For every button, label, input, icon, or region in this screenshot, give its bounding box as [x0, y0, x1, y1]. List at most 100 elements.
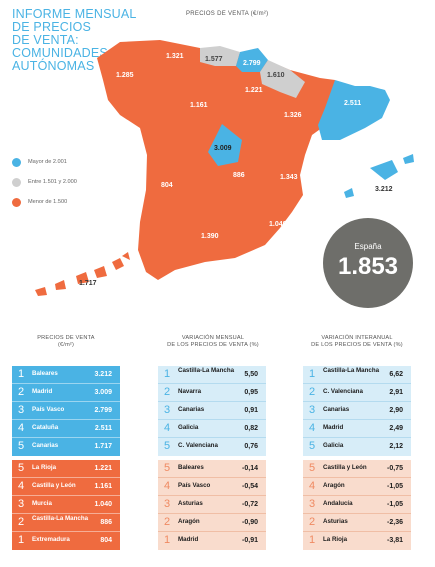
column-title-line: VARIACIÓN INTERANUAL	[321, 335, 393, 341]
region-name: Murcia	[32, 500, 52, 507]
region-name: Castilla-La Mancha	[323, 367, 380, 374]
region-name: La Rioja	[32, 464, 57, 471]
label-cataluna: 2.511	[344, 100, 361, 107]
region-pais-vasco	[236, 48, 268, 72]
legend-item-high: Mayor de 2.001	[12, 152, 77, 172]
label-castilla-leon: 1.161	[190, 102, 208, 109]
region-value: -3,81	[387, 537, 403, 544]
region-name: Canarias	[32, 442, 59, 449]
ranking-row: 1 Castilla-La Mancha 6,62	[303, 366, 411, 384]
rank-number: 2	[309, 516, 316, 528]
region-value: -0,54	[242, 483, 258, 490]
region-name: Madrid	[178, 536, 199, 543]
region-value: 886	[100, 519, 112, 526]
panel-mensual-bottom: 5 Baleares -0,14 4 País Vasco -0,54 3 Asturias -…	[158, 460, 266, 550]
label-navarra: 1.610	[267, 72, 285, 79]
region-value: 1.221	[94, 465, 112, 472]
rank-number: 5	[309, 440, 316, 452]
region-value: 0,91	[244, 407, 258, 414]
rank-number: 5	[309, 462, 316, 474]
legend-dot-mid	[12, 177, 21, 187]
ranking-row: 5 Canarias 1.717	[12, 438, 120, 456]
rank-number: 3	[309, 404, 316, 416]
ranking-row: 3 Canarias 2,90	[303, 402, 411, 420]
region-value: 3.212	[94, 371, 112, 378]
region-value: 0,76	[244, 443, 258, 450]
legend-label: Entre 1.501 y 2.000	[28, 179, 77, 185]
rank-number: 3	[164, 404, 171, 416]
ranking-row: 5 C. Valenciana 0,76	[158, 438, 266, 456]
region-name: Galicia	[323, 442, 344, 449]
region-name: Castilla y León	[32, 482, 76, 489]
legend-item-low: Menor de 1.500	[12, 192, 77, 212]
label-castilla-la-mancha: 886	[233, 172, 245, 179]
spain-average-badge: España 1.853	[323, 218, 413, 308]
rank-number: 4	[18, 422, 25, 434]
region-value: -0,91	[242, 537, 258, 544]
label-galicia: 1.285	[116, 72, 134, 79]
region-cataluna	[318, 80, 390, 140]
ranking-row: 1 Castilla-La Mancha 5,50	[158, 366, 266, 384]
ranking-row: 1 Madrid -0,91	[158, 532, 266, 550]
region-cantabria	[200, 46, 240, 66]
region-value: 3.009	[94, 389, 112, 396]
rank-number: 3	[164, 498, 171, 510]
region-name: Asturias	[323, 518, 348, 525]
region-name: Cataluña	[32, 424, 59, 431]
region-value: 2.511	[94, 425, 112, 432]
rank-number: 2	[309, 386, 316, 398]
region-value: -1,05	[387, 501, 403, 508]
rank-number: 5	[164, 440, 171, 452]
rank-number: 3	[18, 404, 25, 416]
column-title-line: DE LOS PRECIOS DE VENTA (%)	[311, 342, 403, 348]
region-name: País Vasco	[178, 482, 211, 489]
panel-interanual-bottom: 5 Castilla y León -0,75 4 Aragón -1,05 3 Andalu…	[303, 460, 411, 550]
label-pais-vasco: 2.799	[243, 60, 261, 67]
panel-interanual-top: 1 Castilla-La Mancha 6,62 2 C. Valenciana 2,9…	[303, 366, 411, 456]
column-title-precios: PRECIOS DE VENTA (€/m²)	[12, 335, 120, 349]
region-name: Aragón	[323, 482, 345, 489]
region-value: 2.799	[94, 407, 112, 414]
panel-mensual-top: 1 Castilla-La Mancha 5,50 2 Navarra 0,95 3 Cana…	[158, 366, 266, 456]
region-value: 804	[100, 537, 112, 544]
region-value: 0,95	[244, 389, 258, 396]
label-baleares: 3.212	[375, 186, 393, 193]
ranking-row: 2 C. Valenciana 2,91	[303, 384, 411, 402]
spain-map: 1.285 1.321 1.577 2.799 1.610 1.221 1.16…	[35, 40, 414, 296]
ranking-row: 2 Asturias -2,36	[303, 514, 411, 532]
ranking-row: 4 País Vasco -0,54	[158, 478, 266, 496]
region-name: País Vasco	[32, 406, 65, 413]
region-name: Baleares	[32, 370, 58, 377]
rank-number: 4	[18, 480, 25, 492]
region-name: C. Valenciana	[178, 442, 218, 449]
ranking-row: 3 Asturias -0,72	[158, 496, 266, 514]
report-title: INFORME MENSUAL DE PRECIOS DE VENTA: COM…	[12, 8, 152, 73]
rank-number: 5	[18, 462, 25, 474]
column-title-interanual: VARIACIÓN INTERANUAL DE LOS PRECIOS DE V…	[302, 335, 412, 349]
ranking-row: 1 Baleares 3.212	[12, 366, 120, 384]
ranking-row: 2 Castilla-La Mancha 886	[12, 514, 120, 532]
badge-label: España	[354, 242, 382, 251]
region-name: Aragón	[178, 518, 200, 525]
region-name: Canarias	[178, 406, 205, 413]
rank-number: 2	[18, 516, 25, 528]
column-title-line: DE LOS PRECIOS DE VENTA (%)	[167, 342, 259, 348]
column-title-mensual: VARIACIÓN MENSUAL DE LOS PRECIOS DE VENT…	[158, 335, 268, 349]
region-name: Navarra	[178, 388, 202, 395]
map-title: PRECIOS DE VENTA (€/m²)	[186, 11, 269, 17]
panel-precios-bottom: 5 La Rioja 1.221 4 Castilla y León 1.161 3 Murc…	[12, 460, 120, 550]
column-title-line: VARIACIÓN MENSUAL	[181, 335, 245, 341]
column-title-line: PRECIOS DE VENTA	[37, 335, 95, 341]
ranking-row: 5 Galicia 2,12	[303, 438, 411, 456]
map-legend: Mayor de 2.001 Entre 1.501 y 2.000 Menor…	[12, 152, 77, 212]
ranking-row: 4 Galicia 0,82	[158, 420, 266, 438]
ranking-row: 5 Castilla y León -0,75	[303, 460, 411, 478]
title-line: AUTÓNOMAS	[12, 59, 95, 73]
rank-number: 2	[164, 386, 171, 398]
region-name: Baleares	[178, 464, 204, 471]
rank-number: 1	[164, 368, 171, 380]
region-baleares-ibiza	[344, 188, 354, 198]
region-name: Madrid	[32, 388, 53, 395]
label-andalucia: 1.390	[201, 233, 219, 240]
title-line: INFORME MENSUAL	[12, 7, 137, 21]
